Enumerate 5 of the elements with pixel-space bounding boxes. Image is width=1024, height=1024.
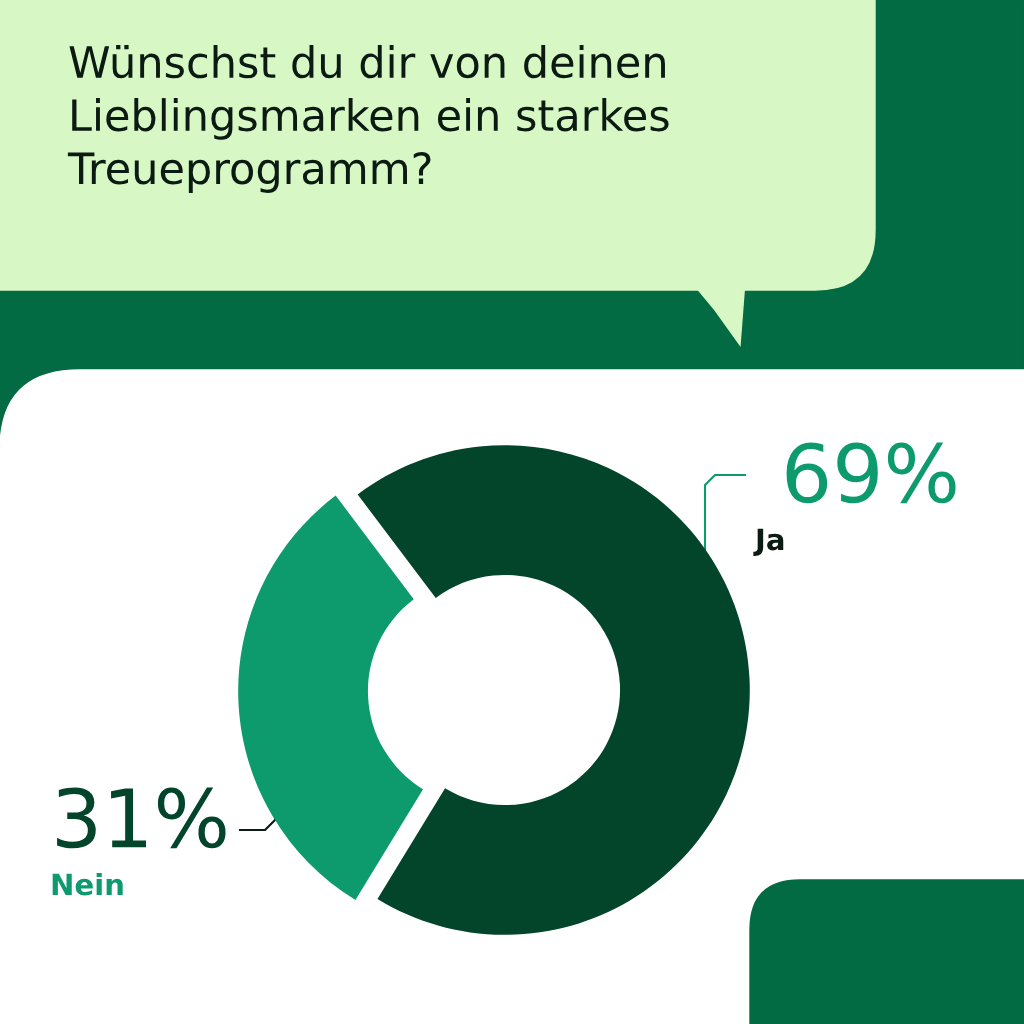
data-label: 69%	[786, 442, 956, 504]
chart-title: Wünschst du dir von deinen Lieblingsmarken ein starkes Treueprogramm?	[67, 45, 669, 193]
slice-label: Ja	[753, 528, 784, 556]
slice-label: Nein	[52, 872, 123, 896]
data-label: 31%	[57, 787, 226, 849]
